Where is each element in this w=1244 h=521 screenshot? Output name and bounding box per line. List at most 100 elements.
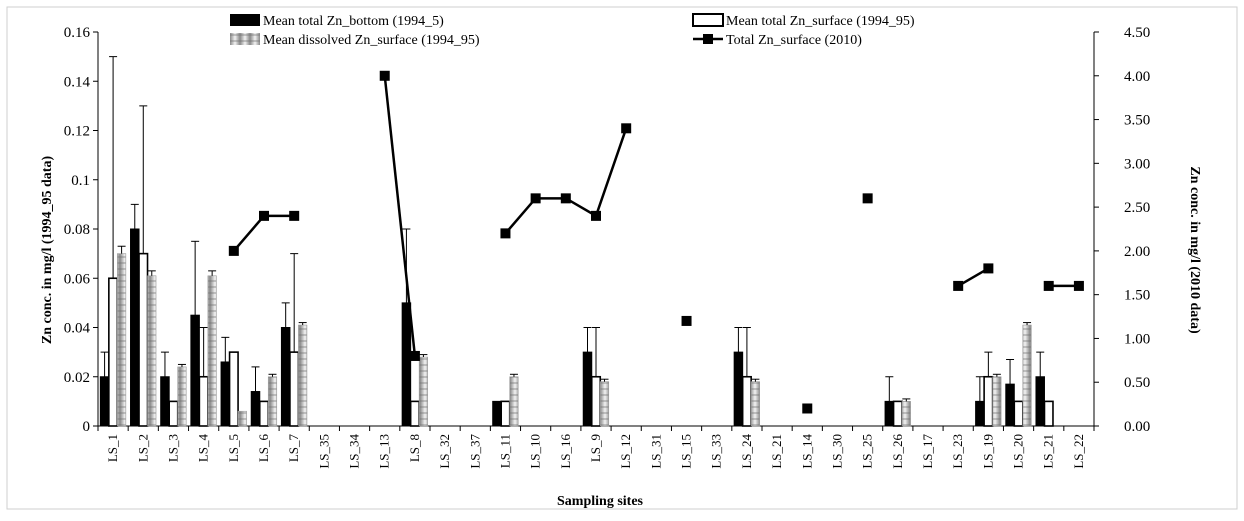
bar-surface-total bbox=[409, 400, 420, 427]
bar-bottom-total bbox=[160, 376, 170, 427]
y2-tick-label: 4.00 bbox=[1124, 69, 1150, 85]
x-tick-label: LS_7 bbox=[286, 434, 301, 463]
bar-bottom-total bbox=[975, 400, 985, 427]
x-tick-label: LS_31 bbox=[648, 434, 663, 469]
line-marker-2010 bbox=[681, 315, 692, 326]
bar-surface-total bbox=[108, 277, 119, 427]
y-tick-label: 0.16 bbox=[64, 25, 91, 41]
y-tick-label: 0.08 bbox=[64, 222, 90, 238]
x-tick-label: LS_17 bbox=[920, 434, 935, 469]
y-axis-title: Zn conc. in mg/l (1994_95 data) bbox=[40, 156, 55, 345]
y-tick-label: 0 bbox=[83, 419, 91, 435]
bar-surface-total bbox=[1043, 400, 1054, 427]
x-tick-label: LS_23 bbox=[950, 434, 965, 469]
bar-bottom-total bbox=[130, 228, 140, 427]
bar-surface-total bbox=[1013, 400, 1024, 427]
bar-surface-dissolved bbox=[177, 366, 187, 427]
bar-surface-dissolved bbox=[509, 376, 519, 427]
bar-bottom-total bbox=[492, 400, 502, 427]
y2-tick-label: 3.50 bbox=[1124, 113, 1150, 129]
bar-surface-total bbox=[983, 375, 994, 427]
bar-surface-dissolved bbox=[750, 381, 760, 427]
x-tick-label: LS_5 bbox=[226, 434, 241, 462]
bar-surface-dissolved bbox=[147, 275, 157, 427]
x-tick-label: LS_26 bbox=[890, 434, 905, 469]
bar-bottom-total bbox=[250, 391, 261, 427]
x-tick-label: LS_1 bbox=[105, 434, 120, 462]
x-tick-label: LS_14 bbox=[799, 434, 814, 469]
bar-bottom-total bbox=[99, 376, 110, 427]
legend: Mean total Zn_bottom (1994_5) Mean total … bbox=[230, 13, 915, 48]
x-tick-label: LS_2 bbox=[135, 434, 150, 462]
line-marker-2010 bbox=[983, 263, 994, 274]
line-marker-2010 bbox=[228, 245, 239, 256]
y-tick-label: 0.02 bbox=[64, 370, 90, 386]
bar-surface-dissolved bbox=[117, 253, 127, 427]
line-marker-2010 bbox=[289, 210, 300, 221]
bar-bottom-total bbox=[401, 302, 412, 427]
legend-swatch-marker bbox=[703, 34, 713, 44]
line-marker-2010 bbox=[259, 210, 269, 221]
y2-tick-label: 1.00 bbox=[1124, 331, 1150, 347]
legend-swatch bbox=[230, 14, 260, 26]
y-tick-label: 0.14 bbox=[64, 74, 91, 90]
line-marker-2010 bbox=[802, 403, 813, 414]
bar-surface-dissolved bbox=[901, 401, 911, 427]
x-tick-label: LS_20 bbox=[1011, 434, 1026, 469]
plot-layer: 0 0.02 0.04 0.06 0.08 0.1 0.12 0.14 0.16 0.00 0.50… bbox=[64, 25, 1151, 469]
x-tick-label: LS_9 bbox=[588, 434, 603, 462]
x-tick-label: LS_34 bbox=[347, 434, 362, 469]
x-tick-label: LS_3 bbox=[165, 434, 180, 462]
x-tick-label: LS_22 bbox=[1071, 434, 1086, 469]
bar-surface-total bbox=[289, 351, 300, 427]
legend-label: Total Zn_surface (2010) bbox=[726, 33, 862, 48]
x-tick-label: LS_30 bbox=[829, 434, 844, 469]
bar-surface-total bbox=[258, 400, 270, 427]
bar-surface-total bbox=[590, 375, 602, 427]
x-tick-label: LS_16 bbox=[558, 434, 573, 469]
x-axis-title: Sampling sites bbox=[557, 494, 644, 509]
x-tick-label: LS_24 bbox=[739, 434, 754, 469]
x-tick-label: LS_25 bbox=[860, 434, 875, 469]
line-marker-2010 bbox=[621, 123, 632, 134]
series-line-2010 bbox=[957, 267, 989, 287]
x-tick-label: LS_12 bbox=[618, 434, 633, 469]
bar-bottom-total bbox=[884, 400, 895, 427]
bar-surface-total bbox=[198, 375, 209, 427]
bar-surface-total bbox=[228, 351, 239, 427]
y2-tick-label: 4.50 bbox=[1124, 25, 1150, 41]
bar-surface-total bbox=[138, 252, 149, 427]
y-tick-label: 0.1 bbox=[71, 173, 90, 189]
legend-swatch bbox=[692, 13, 724, 27]
legend-label: Mean total Zn_bottom (1994_5) bbox=[263, 14, 444, 29]
bar-surface-dissolved bbox=[1022, 324, 1032, 427]
bar-surface-dissolved bbox=[267, 376, 278, 427]
bar-bottom-total bbox=[582, 351, 593, 427]
y2-axis-title: Zn conc. in mg/l (2010 data) bbox=[1187, 166, 1202, 334]
y-tick-label: 0.06 bbox=[64, 271, 91, 287]
x-tick-label: LS_21 bbox=[1041, 434, 1056, 469]
y2-tick-label: 2.50 bbox=[1124, 200, 1150, 216]
x-tick-label: LS_8 bbox=[407, 434, 422, 462]
bar-bottom-total bbox=[220, 361, 231, 427]
line-marker-2010 bbox=[500, 228, 511, 239]
line-marker-2010 bbox=[862, 193, 873, 204]
bar-bottom-total bbox=[190, 314, 200, 427]
x-tick-label: LS_4 bbox=[196, 434, 211, 463]
bar-surface-dissolved bbox=[992, 376, 1002, 427]
y2-tick-label: 0.50 bbox=[1124, 375, 1150, 391]
y-tick-label: 0.12 bbox=[64, 124, 90, 140]
x-tick-label: LS_10 bbox=[528, 434, 543, 469]
line-marker-2010 bbox=[379, 70, 390, 81]
bar-surface-total bbox=[892, 400, 903, 427]
legend-label: Mean total Zn_surface (1994_95) bbox=[726, 14, 915, 29]
y2-tick-label: 1.50 bbox=[1124, 288, 1150, 304]
line-marker-2010 bbox=[560, 193, 571, 204]
bar-surface-dissolved bbox=[298, 324, 308, 427]
legend-label: Mean dissolved Zn_surface (1994_95) bbox=[263, 33, 480, 48]
bar-bottom-total bbox=[1035, 376, 1045, 427]
bar-surface-dissolved bbox=[207, 275, 217, 427]
x-tick-label: LS_15 bbox=[679, 434, 694, 469]
x-tick-label: LS_37 bbox=[467, 434, 482, 469]
